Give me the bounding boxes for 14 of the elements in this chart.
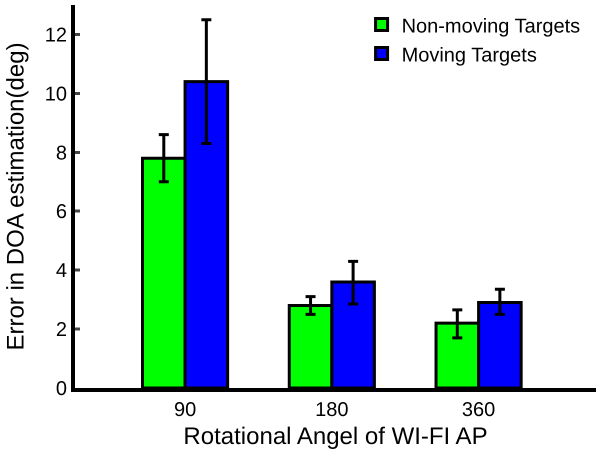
y-axis-title: Error in DOA estimation(deg) [2, 42, 30, 351]
y-tick-label: 8 [56, 142, 67, 164]
legend-label: Non-moving Targets [402, 15, 580, 38]
y-tick-label: 10 [44, 83, 67, 106]
y-tick-label: 6 [56, 201, 67, 224]
x-tick-label: 180 [315, 399, 349, 421]
x-tick-label: 90 [174, 399, 196, 421]
y-tick-label: 4 [56, 260, 67, 282]
x-axis-title: Rotational Angel of WI-FI AP [183, 422, 488, 450]
legend-label: Moving Targets [402, 44, 537, 66]
y-tick-label: 2 [56, 319, 67, 342]
y-tick-label: 12 [44, 24, 67, 46]
y-tick-label: 0 [56, 378, 67, 400]
x-tick-label: 360 [462, 399, 496, 421]
